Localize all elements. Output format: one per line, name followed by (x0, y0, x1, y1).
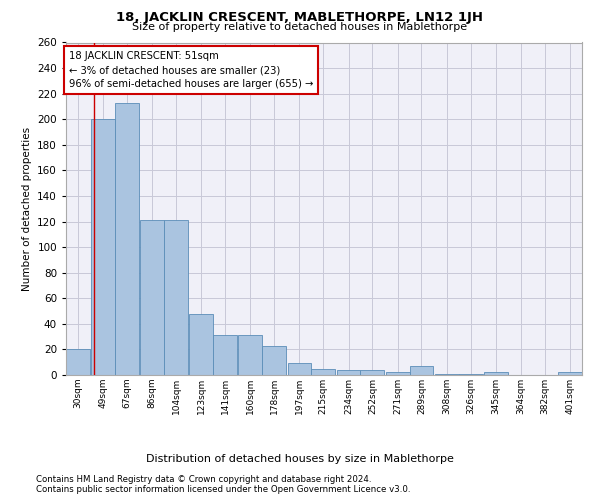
Bar (115, 102, 139, 375)
Bar (262, 346, 286, 375)
Bar (435, 374, 458, 375)
Bar (484, 372, 508, 375)
Bar (458, 374, 482, 375)
Bar (213, 336, 237, 375)
Bar (311, 368, 335, 375)
Bar (140, 220, 164, 375)
Bar (190, 314, 213, 375)
Bar (164, 220, 188, 375)
Text: 18, JACKLIN CRESCENT, MABLETHORPE, LN12 1JH: 18, JACKLIN CRESCENT, MABLETHORPE, LN12 … (116, 11, 484, 24)
Text: 18 JACKLIN CRESCENT: 51sqm
← 3% of detached houses are smaller (23)
96% of semi-: 18 JACKLIN CRESCENT: 51sqm ← 3% of detac… (68, 52, 313, 90)
Text: Distribution of detached houses by size in Mablethorpe: Distribution of detached houses by size … (146, 454, 454, 464)
Y-axis label: Number of detached properties: Number of detached properties (22, 126, 32, 291)
Bar (558, 372, 582, 375)
Bar (287, 364, 311, 375)
Bar (238, 336, 262, 375)
Bar (386, 372, 410, 375)
Bar (91, 119, 115, 375)
Bar (410, 366, 433, 375)
Text: Contains HM Land Registry data © Crown copyright and database right 2024.: Contains HM Land Registry data © Crown c… (36, 475, 371, 484)
Text: Size of property relative to detached houses in Mablethorpe: Size of property relative to detached ho… (133, 22, 467, 32)
Text: Contains public sector information licensed under the Open Government Licence v3: Contains public sector information licen… (36, 485, 410, 494)
Bar (337, 370, 361, 375)
Bar (66, 350, 90, 375)
Bar (361, 370, 385, 375)
